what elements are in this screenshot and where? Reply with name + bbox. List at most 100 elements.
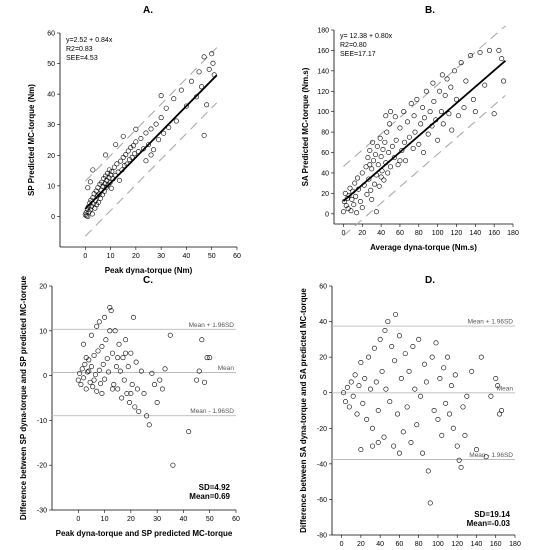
data-point	[350, 393, 356, 399]
data-point	[201, 379, 207, 385]
data-point	[171, 96, 177, 102]
data-point	[499, 56, 505, 62]
data-point	[483, 454, 489, 460]
data-point	[85, 213, 91, 219]
data-point	[418, 393, 424, 399]
data-point	[90, 384, 96, 390]
data-point	[341, 199, 347, 205]
data-point	[87, 207, 93, 213]
x-tick-label: 100	[432, 230, 444, 237]
data-point	[75, 377, 81, 383]
y-axis-title: Difference between SA dyna-torque and SA…	[299, 288, 308, 533]
data-point	[113, 172, 119, 178]
data-point	[86, 368, 92, 374]
data-point	[364, 416, 370, 422]
data-point	[206, 66, 212, 72]
data-point	[446, 111, 452, 117]
data-point	[159, 386, 165, 392]
data-point	[374, 143, 380, 149]
y-tick-label: 60	[319, 284, 327, 291]
data-point	[469, 368, 475, 374]
data-point	[109, 350, 115, 356]
x-tick-label: 50	[208, 253, 216, 260]
data-point	[92, 372, 98, 378]
data-point	[101, 188, 107, 194]
data-point	[135, 149, 141, 155]
data-point	[128, 145, 134, 151]
y-tick-label: 0	[323, 390, 327, 397]
data-point	[420, 150, 426, 156]
data-point	[464, 393, 470, 399]
regression-annotation: SEE=17.17	[340, 51, 376, 58]
data-point	[379, 168, 385, 174]
regression-annotation: SEE=4.53	[66, 55, 98, 62]
data-point	[204, 102, 210, 108]
data-point	[199, 337, 205, 343]
panel-title: B.	[425, 5, 435, 16]
data-point	[151, 147, 157, 153]
data-point	[452, 372, 458, 378]
data-point	[423, 379, 429, 385]
data-point	[402, 351, 408, 357]
data-point	[397, 125, 403, 131]
x-axis-title: Peak dyna-torque and SP predicted MC-tor…	[56, 529, 233, 538]
y-tick-label: -60	[317, 497, 327, 504]
data-point	[373, 209, 379, 215]
data-point	[412, 129, 418, 135]
data-point	[107, 305, 113, 311]
data-point	[406, 368, 412, 374]
data-point	[108, 308, 114, 314]
data-point	[133, 359, 139, 365]
data-point	[341, 390, 347, 396]
data-point	[393, 311, 399, 317]
reference-line-label: Mean - 1.96SD	[190, 408, 234, 415]
data-point	[448, 84, 454, 90]
data-point	[501, 78, 507, 84]
data-point	[399, 147, 405, 153]
data-point	[353, 193, 359, 199]
data-point	[201, 54, 207, 60]
y-tick-label: -30	[37, 508, 47, 515]
data-point	[121, 377, 127, 383]
data-point	[410, 343, 416, 349]
data-point	[78, 382, 84, 388]
data-point	[118, 158, 124, 164]
data-point	[170, 462, 176, 468]
data-point	[359, 205, 365, 211]
x-tick-label: 180	[509, 541, 521, 548]
data-point	[382, 139, 388, 145]
data-point	[453, 96, 459, 102]
data-point	[427, 109, 433, 115]
x-tick-label: 100	[432, 541, 444, 548]
data-point	[443, 400, 449, 406]
data-point	[454, 443, 460, 449]
data-point	[440, 121, 446, 127]
data-point	[461, 105, 467, 111]
data-point	[116, 177, 122, 183]
data-point	[153, 121, 159, 127]
data-point	[158, 115, 164, 121]
data-point	[348, 208, 354, 214]
data-point	[115, 355, 121, 361]
y-tick-label: 20	[47, 153, 55, 160]
data-point	[83, 355, 89, 361]
data-point	[431, 98, 437, 104]
x-tick-label: 40	[377, 230, 385, 237]
y-tick-label: 50	[47, 61, 55, 68]
y-axis-title: SA Predicted MC-torque (Nm.s)	[301, 67, 310, 186]
data-point	[393, 137, 399, 143]
data-point	[79, 366, 85, 372]
data-point	[194, 377, 200, 383]
data-point	[371, 345, 377, 351]
data-point	[468, 53, 474, 59]
data-point	[482, 82, 488, 88]
data-point	[89, 211, 95, 217]
y-tick-label: 0	[51, 214, 55, 221]
data-point	[82, 361, 88, 367]
data-point	[95, 348, 101, 354]
data-point	[348, 379, 354, 385]
y-tick-label: 40	[319, 319, 327, 326]
data-point	[414, 96, 420, 102]
data-point	[120, 154, 126, 160]
data-point	[183, 103, 189, 109]
